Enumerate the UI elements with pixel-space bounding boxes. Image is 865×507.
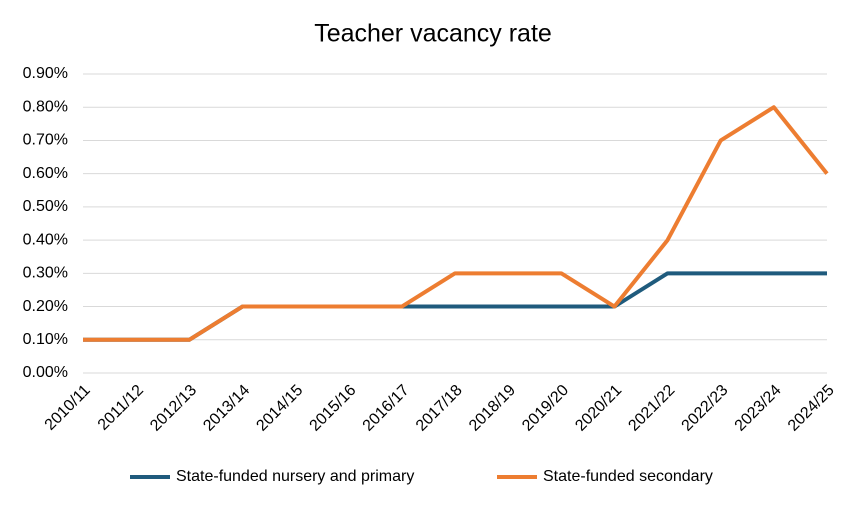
y-tick-label: 0.10% (23, 331, 68, 348)
y-tick-label: 0.70% (23, 132, 68, 149)
y-tick-label: 0.90% (23, 65, 68, 82)
legend-label: State-funded nursery and primary (176, 468, 414, 485)
y-tick-label: 0.40% (23, 231, 68, 248)
y-tick-label: 0.30% (23, 265, 68, 282)
y-tick-label: 0.50% (23, 198, 68, 215)
y-tick-label: 0.60% (23, 165, 68, 182)
y-tick-label: 0.00% (23, 364, 68, 381)
y-tick-label: 0.80% (23, 98, 68, 115)
series-line (83, 105, 829, 342)
legend-label: State-funded secondary (543, 468, 713, 485)
y-tick-label: 0.20% (23, 298, 68, 315)
chart-title: Teacher vacancy rate (314, 20, 552, 48)
